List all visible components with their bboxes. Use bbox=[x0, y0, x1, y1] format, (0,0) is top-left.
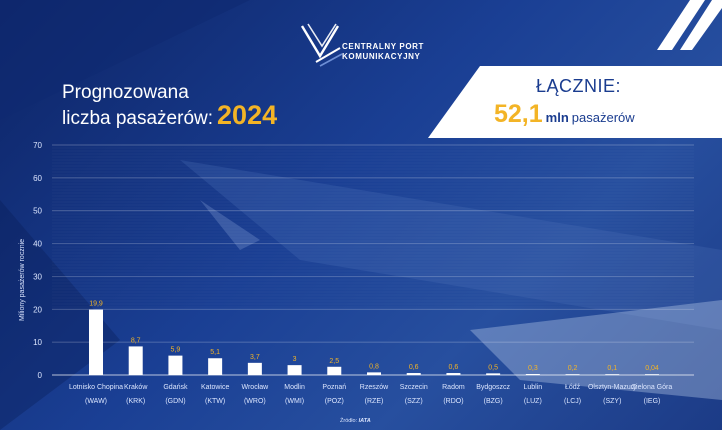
y-tick-label: 60 bbox=[33, 174, 42, 183]
bar bbox=[486, 373, 501, 375]
x-tick-code: (LUZ) bbox=[524, 398, 542, 405]
title-year: 2024 bbox=[217, 100, 278, 130]
chart-grid bbox=[52, 144, 694, 376]
value-label: 5,9 bbox=[171, 347, 181, 354]
x-tick-code: (KTW) bbox=[205, 398, 225, 405]
total-value: 52,1 mln pasażerów bbox=[494, 100, 635, 129]
bar bbox=[367, 372, 381, 375]
title-line-2: liczba pasażerów: bbox=[62, 108, 214, 129]
bar bbox=[247, 362, 262, 375]
cpk-wings-logo-icon bbox=[300, 23, 343, 67]
value-label: 0,8 bbox=[369, 363, 379, 370]
x-tick-label: Modlin bbox=[284, 384, 305, 391]
x-tick-label: Wrocław bbox=[241, 384, 269, 391]
x-tick-code: (WAW) bbox=[85, 398, 107, 405]
value-label: 3,7 bbox=[250, 354, 260, 361]
value-label: 0,6 bbox=[449, 364, 459, 371]
x-tick-label: Poznań bbox=[322, 384, 346, 391]
bar bbox=[645, 374, 659, 375]
page-title: Prognozowana liczba pasażerów: 2024 bbox=[62, 82, 277, 130]
value-label: 5,1 bbox=[210, 349, 220, 356]
bar bbox=[605, 374, 620, 375]
x-tick-label: Szczecin bbox=[400, 384, 428, 391]
y-tick-label: 10 bbox=[33, 338, 42, 347]
x-tick-label: Katowice bbox=[201, 384, 230, 391]
x-tick-label: Zielona Góra bbox=[632, 384, 673, 391]
bar bbox=[128, 346, 143, 375]
value-label: 0,04 bbox=[645, 365, 659, 372]
y-tick-label: 30 bbox=[33, 272, 42, 281]
x-tick-code: (WRO) bbox=[244, 398, 266, 405]
x-tick-label: Gdańsk bbox=[163, 384, 188, 391]
value-label: 0,3 bbox=[528, 365, 538, 372]
value-label: 0,6 bbox=[409, 364, 419, 371]
value-label: 8,7 bbox=[131, 337, 141, 344]
bar bbox=[89, 309, 103, 375]
y-tick-label: 50 bbox=[33, 207, 42, 216]
x-tick-code: (GDN) bbox=[165, 398, 185, 405]
x-tick-label: Radom bbox=[442, 384, 465, 391]
bar bbox=[208, 358, 223, 375]
total-label: ŁĄCZNIE: bbox=[536, 76, 622, 96]
value-label: 3 bbox=[293, 356, 297, 363]
y-axis-ticks: 0 10 20 30 40 50 60 70 bbox=[33, 141, 42, 380]
value-labels: 19,9 8,7 5,9 5,1 3,7 3 2,5 0,8 0,6 0,6 0,5 0,3 0,2 0,… bbox=[89, 301, 659, 373]
bar bbox=[565, 374, 580, 375]
y-tick-label: 20 bbox=[33, 305, 42, 314]
bar bbox=[446, 373, 461, 375]
x-tick-code: (POZ) bbox=[325, 398, 344, 405]
x-tick-code: (SZY) bbox=[603, 398, 621, 405]
x-axis-labels: Lotnisko Chopina (WAW) Kraków (KRK) Gdańsk (G… bbox=[69, 384, 672, 405]
title-line-1: Prognozowana bbox=[62, 82, 189, 103]
x-tick-label: Kraków bbox=[124, 384, 148, 391]
x-tick-label: Olsztyn-Mazury bbox=[588, 384, 637, 391]
x-tick-label: Lotnisko Chopina bbox=[69, 384, 123, 391]
total-number: 52,1 bbox=[494, 100, 543, 128]
x-tick-code: (RZE) bbox=[365, 398, 384, 405]
total-panel bbox=[428, 66, 722, 138]
logo-line-2: KOMUNIKACYJNY bbox=[342, 52, 421, 61]
x-tick-code: (SZZ) bbox=[405, 398, 423, 405]
y-tick-label: 40 bbox=[33, 240, 42, 249]
logo-line-1: CENTRALNY PORT bbox=[342, 42, 425, 51]
source-prefix: Źródło: bbox=[340, 418, 358, 424]
bar bbox=[406, 373, 421, 375]
x-tick-code: (WMI) bbox=[285, 398, 304, 405]
total-unit: mln bbox=[545, 110, 569, 125]
total-unit-rest: pasażerów bbox=[571, 110, 635, 125]
bar bbox=[168, 355, 183, 375]
x-tick-label: Bydgoszcz bbox=[476, 384, 510, 391]
bar bbox=[327, 366, 342, 375]
bar bbox=[525, 374, 540, 375]
y-tick-label: 70 bbox=[33, 141, 42, 150]
value-label: 0,1 bbox=[607, 365, 617, 372]
chart-bars bbox=[89, 309, 659, 375]
x-tick-label: Rzeszów bbox=[360, 384, 389, 391]
x-tick-label: Lublin bbox=[524, 384, 543, 391]
y-axis-label: Miliony pasażerów rocznie bbox=[19, 239, 26, 321]
bar bbox=[287, 365, 302, 375]
x-tick-code: (LCJ) bbox=[564, 398, 581, 405]
value-label: 0,2 bbox=[568, 365, 578, 372]
source-note: Źródło: IATA bbox=[340, 418, 371, 424]
value-label: 2,5 bbox=[329, 358, 339, 365]
logo-text: CENTRALNY PORT KOMUNIKACYJNY bbox=[342, 42, 424, 62]
x-tick-code: (IEG) bbox=[644, 398, 661, 405]
value-label: 19,9 bbox=[89, 301, 103, 308]
x-tick-code: (KRK) bbox=[126, 398, 145, 405]
x-tick-code: (BZG) bbox=[484, 398, 503, 405]
value-label: 0,5 bbox=[488, 364, 498, 371]
source-name: IATA bbox=[358, 418, 371, 424]
y-tick-label: 0 bbox=[38, 371, 43, 380]
x-tick-label: Łódź bbox=[565, 384, 581, 391]
x-tick-code: (RDO) bbox=[443, 398, 463, 405]
